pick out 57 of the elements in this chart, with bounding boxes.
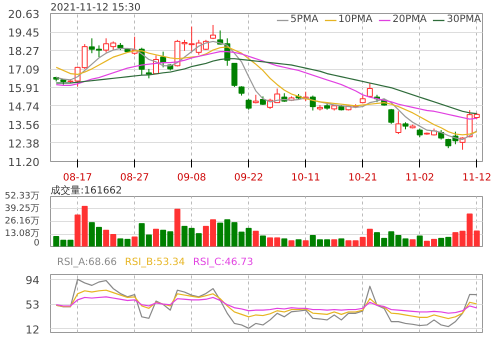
bar bbox=[260, 235, 266, 246]
chart-title: 成交量:161662 bbox=[50, 184, 122, 196]
x-tick-label: 10-21 bbox=[348, 172, 378, 184]
candlestick bbox=[146, 68, 152, 79]
candlestick bbox=[395, 110, 402, 135]
bar bbox=[153, 228, 159, 246]
bar bbox=[132, 236, 138, 246]
y-tick-label: 19.45 bbox=[8, 26, 40, 40]
text: RSI_C:46.73 bbox=[193, 257, 254, 268]
bar bbox=[174, 208, 180, 246]
series-label: RSI_A:68.66 bbox=[57, 257, 117, 268]
y-tick-label: 13.56 bbox=[8, 118, 40, 132]
chart-title: 2021-11-12 15:30 bbox=[50, 2, 141, 14]
candlestick bbox=[231, 62, 238, 88]
y-tick-label: 53 bbox=[26, 298, 40, 312]
candlestick bbox=[238, 86, 245, 96]
bar bbox=[338, 238, 344, 246]
bar bbox=[331, 239, 338, 246]
y-tick-label: 0 bbox=[34, 238, 40, 248]
x-tick-label: 08-27 bbox=[120, 172, 150, 184]
line-series bbox=[56, 296, 478, 314]
y-tick-label: 18.27 bbox=[8, 45, 40, 58]
x-tick-label: 10-11 bbox=[291, 172, 320, 184]
bar bbox=[416, 235, 423, 246]
x-tick-label: 11-02 bbox=[405, 172, 434, 184]
y-tick-label: 14.74 bbox=[8, 100, 40, 114]
bar bbox=[281, 238, 288, 246]
bar bbox=[410, 239, 416, 246]
legend-label: 5PMA bbox=[290, 14, 318, 25]
x-tick-label: 09-22 bbox=[234, 172, 264, 184]
x-tick-label: 09-08 bbox=[177, 172, 206, 184]
line-series bbox=[56, 290, 478, 320]
y-tick-label: 20.63 bbox=[8, 8, 40, 21]
bar bbox=[252, 230, 259, 246]
y-tick-label: 17.09 bbox=[8, 64, 40, 77]
y-tick-label: 13.08万 bbox=[4, 229, 40, 239]
y-tick-label: 12.38 bbox=[8, 137, 40, 150]
candlestick bbox=[246, 98, 252, 110]
legend-label: 10PMA bbox=[338, 14, 373, 25]
legend-label: 30PMA bbox=[446, 14, 481, 25]
y-tick-label: 11.20 bbox=[8, 156, 40, 169]
y-tick-label: 15.91 bbox=[8, 82, 40, 96]
y-tick-label: 39.25万 bbox=[4, 204, 40, 214]
y-tick-label: 52.33万 bbox=[4, 192, 40, 202]
y-tick-label: 94 bbox=[26, 274, 40, 287]
x-tick-label: 11-12 bbox=[462, 172, 492, 184]
candlestick bbox=[388, 108, 394, 124]
legend-label: 20PMA bbox=[392, 14, 427, 25]
candlestick bbox=[366, 82, 373, 98]
bar bbox=[302, 240, 309, 246]
candlestick bbox=[210, 24, 216, 40]
y-tick-label: 26.16万 bbox=[4, 216, 40, 227]
bar bbox=[296, 239, 302, 246]
y-tick-label: 12 bbox=[26, 323, 40, 336]
bar bbox=[288, 240, 294, 246]
x-tick-label: 08-17 bbox=[63, 172, 92, 184]
text: RSI_B:53.34 bbox=[124, 257, 186, 268]
